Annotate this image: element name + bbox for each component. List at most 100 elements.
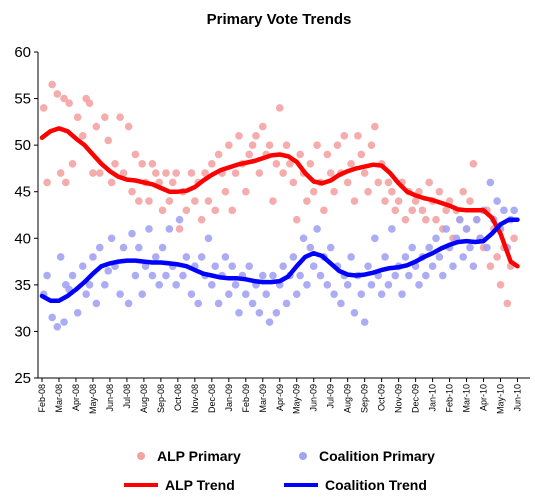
scatter-layer — [39, 80, 518, 331]
coalition-primary-point — [455, 215, 464, 224]
x-tick-label: Aug-08 — [139, 384, 149, 413]
alp-primary-point — [104, 136, 113, 145]
coalition-primary-point — [272, 309, 281, 317]
alp-primary-point — [85, 99, 94, 108]
coalition-primary-point — [145, 225, 153, 233]
alp-primary-point — [442, 206, 450, 215]
coalition-primary-point — [148, 271, 157, 280]
alp-primary-point — [408, 206, 417, 215]
alp-primary-point — [60, 94, 68, 103]
alp-primary-point — [165, 197, 174, 205]
coalition-primary-point — [357, 290, 366, 298]
alp-primary-point — [269, 197, 277, 205]
coalition-primary-point — [435, 253, 444, 261]
alp-primary-point — [503, 299, 512, 308]
coalition-primary-point — [405, 271, 413, 280]
alp-primary-point — [326, 169, 335, 177]
coalition-primary-point — [493, 197, 501, 205]
x-tick-label: Oct-08 — [173, 384, 183, 411]
legend-label-coalition-primary: Coalition Primary — [319, 448, 435, 464]
y-tick-label: 25 — [14, 370, 31, 387]
coalition-primary-point — [449, 262, 457, 271]
alp-primary-point — [101, 113, 109, 121]
coalition-primary-point — [135, 243, 143, 252]
coalition-primary-point — [371, 234, 379, 243]
coalition-primary-point — [309, 262, 318, 271]
alp-primary-point — [381, 197, 389, 205]
coalition-primary-point — [391, 271, 400, 280]
coalition-primary-point — [377, 290, 386, 298]
alp-primary-point — [296, 150, 304, 159]
alp-primary-point — [466, 197, 474, 205]
alp-primary-point — [496, 281, 505, 289]
alp-primary-point — [313, 141, 321, 149]
alp-primary-point — [172, 169, 180, 177]
chart-axes: 25 30 35 40 45 50 55 60 Feb-08 Mar-08 Apr-08 May-08… — [14, 44, 530, 414]
chart-title: Primary Vote Trends — [207, 11, 352, 28]
coalition-primary-point — [182, 253, 191, 261]
coalition-primary-point — [138, 290, 146, 298]
alp-primary-point — [469, 159, 478, 168]
y-tick-label: 40 — [14, 230, 31, 247]
alp-primary-point — [286, 159, 294, 168]
coalition-primary-point — [265, 318, 274, 326]
y-tick-label: 50 — [14, 137, 31, 154]
alp-primary-point — [323, 150, 332, 159]
coalition-primary-point — [228, 262, 237, 271]
alp-primary-point — [306, 159, 315, 168]
coalition-primary-point — [459, 253, 467, 261]
x-tick-label: Jun-09 — [309, 384, 319, 412]
alp-primary-point — [182, 206, 191, 215]
alp-primary-point — [235, 132, 243, 140]
alp-primary-point — [422, 215, 430, 224]
coalition-primary-point — [235, 309, 243, 317]
coalition-primary-point — [364, 262, 372, 271]
coalition-primary-point — [187, 290, 196, 298]
x-tick-label: Sep-08 — [156, 384, 166, 413]
coalition-primary-point — [442, 225, 450, 233]
coalition-primary-point — [231, 281, 240, 289]
alp-primary-point — [411, 197, 420, 205]
alp-primary-point — [282, 141, 291, 149]
coalition-primary-point — [296, 271, 304, 280]
coalition-primary-point — [179, 271, 187, 280]
coalition-primary-point — [384, 281, 393, 289]
alp-primary-point — [241, 187, 250, 196]
alp-primary-point — [493, 253, 501, 261]
alp-primary-point — [92, 122, 101, 131]
coalition-primary-point — [78, 262, 87, 271]
alp-primary-point — [401, 215, 410, 224]
x-tick-label: Mar-09 — [258, 384, 268, 413]
coalition-primary-point — [60, 318, 68, 326]
legend-marker-alp-primary — [137, 452, 145, 460]
alp-primary-point — [371, 122, 379, 131]
coalition-primary-point — [92, 299, 101, 308]
coalition-primary-point — [104, 267, 113, 275]
alp-primary-point — [343, 178, 352, 187]
coalition-primary-point — [141, 262, 150, 271]
coalition-primary-point — [306, 243, 315, 252]
coalition-primary-point — [408, 243, 417, 252]
coalition-primary-point — [258, 271, 267, 280]
legend-label-coalition-trend: Coalition Trend — [325, 477, 427, 493]
alp-primary-point — [211, 206, 220, 215]
coalition-primary-point — [172, 281, 180, 289]
alp-primary-point — [43, 178, 51, 187]
x-tick-label: Sep-09 — [360, 384, 370, 413]
coalition-primary-point — [316, 271, 325, 280]
y-tick-label: 60 — [14, 44, 31, 61]
alp-primary-point — [39, 104, 48, 112]
coalition-primary-point — [214, 299, 223, 308]
coalition-primary-point — [162, 271, 170, 280]
coalition-primary-point — [337, 299, 345, 308]
alp-primary-point — [158, 206, 167, 215]
alp-primary-point — [245, 150, 253, 159]
alp-primary-point — [279, 169, 287, 177]
alp-primary-point — [486, 262, 495, 271]
coalition-primary-point — [347, 253, 355, 261]
coalition-primary-point — [211, 262, 220, 271]
chart-legend: ALP Primary Coalition Primary ALP Trend … — [124, 448, 435, 493]
alp-primary-point — [168, 178, 177, 187]
coalition-primary-point — [323, 281, 332, 289]
